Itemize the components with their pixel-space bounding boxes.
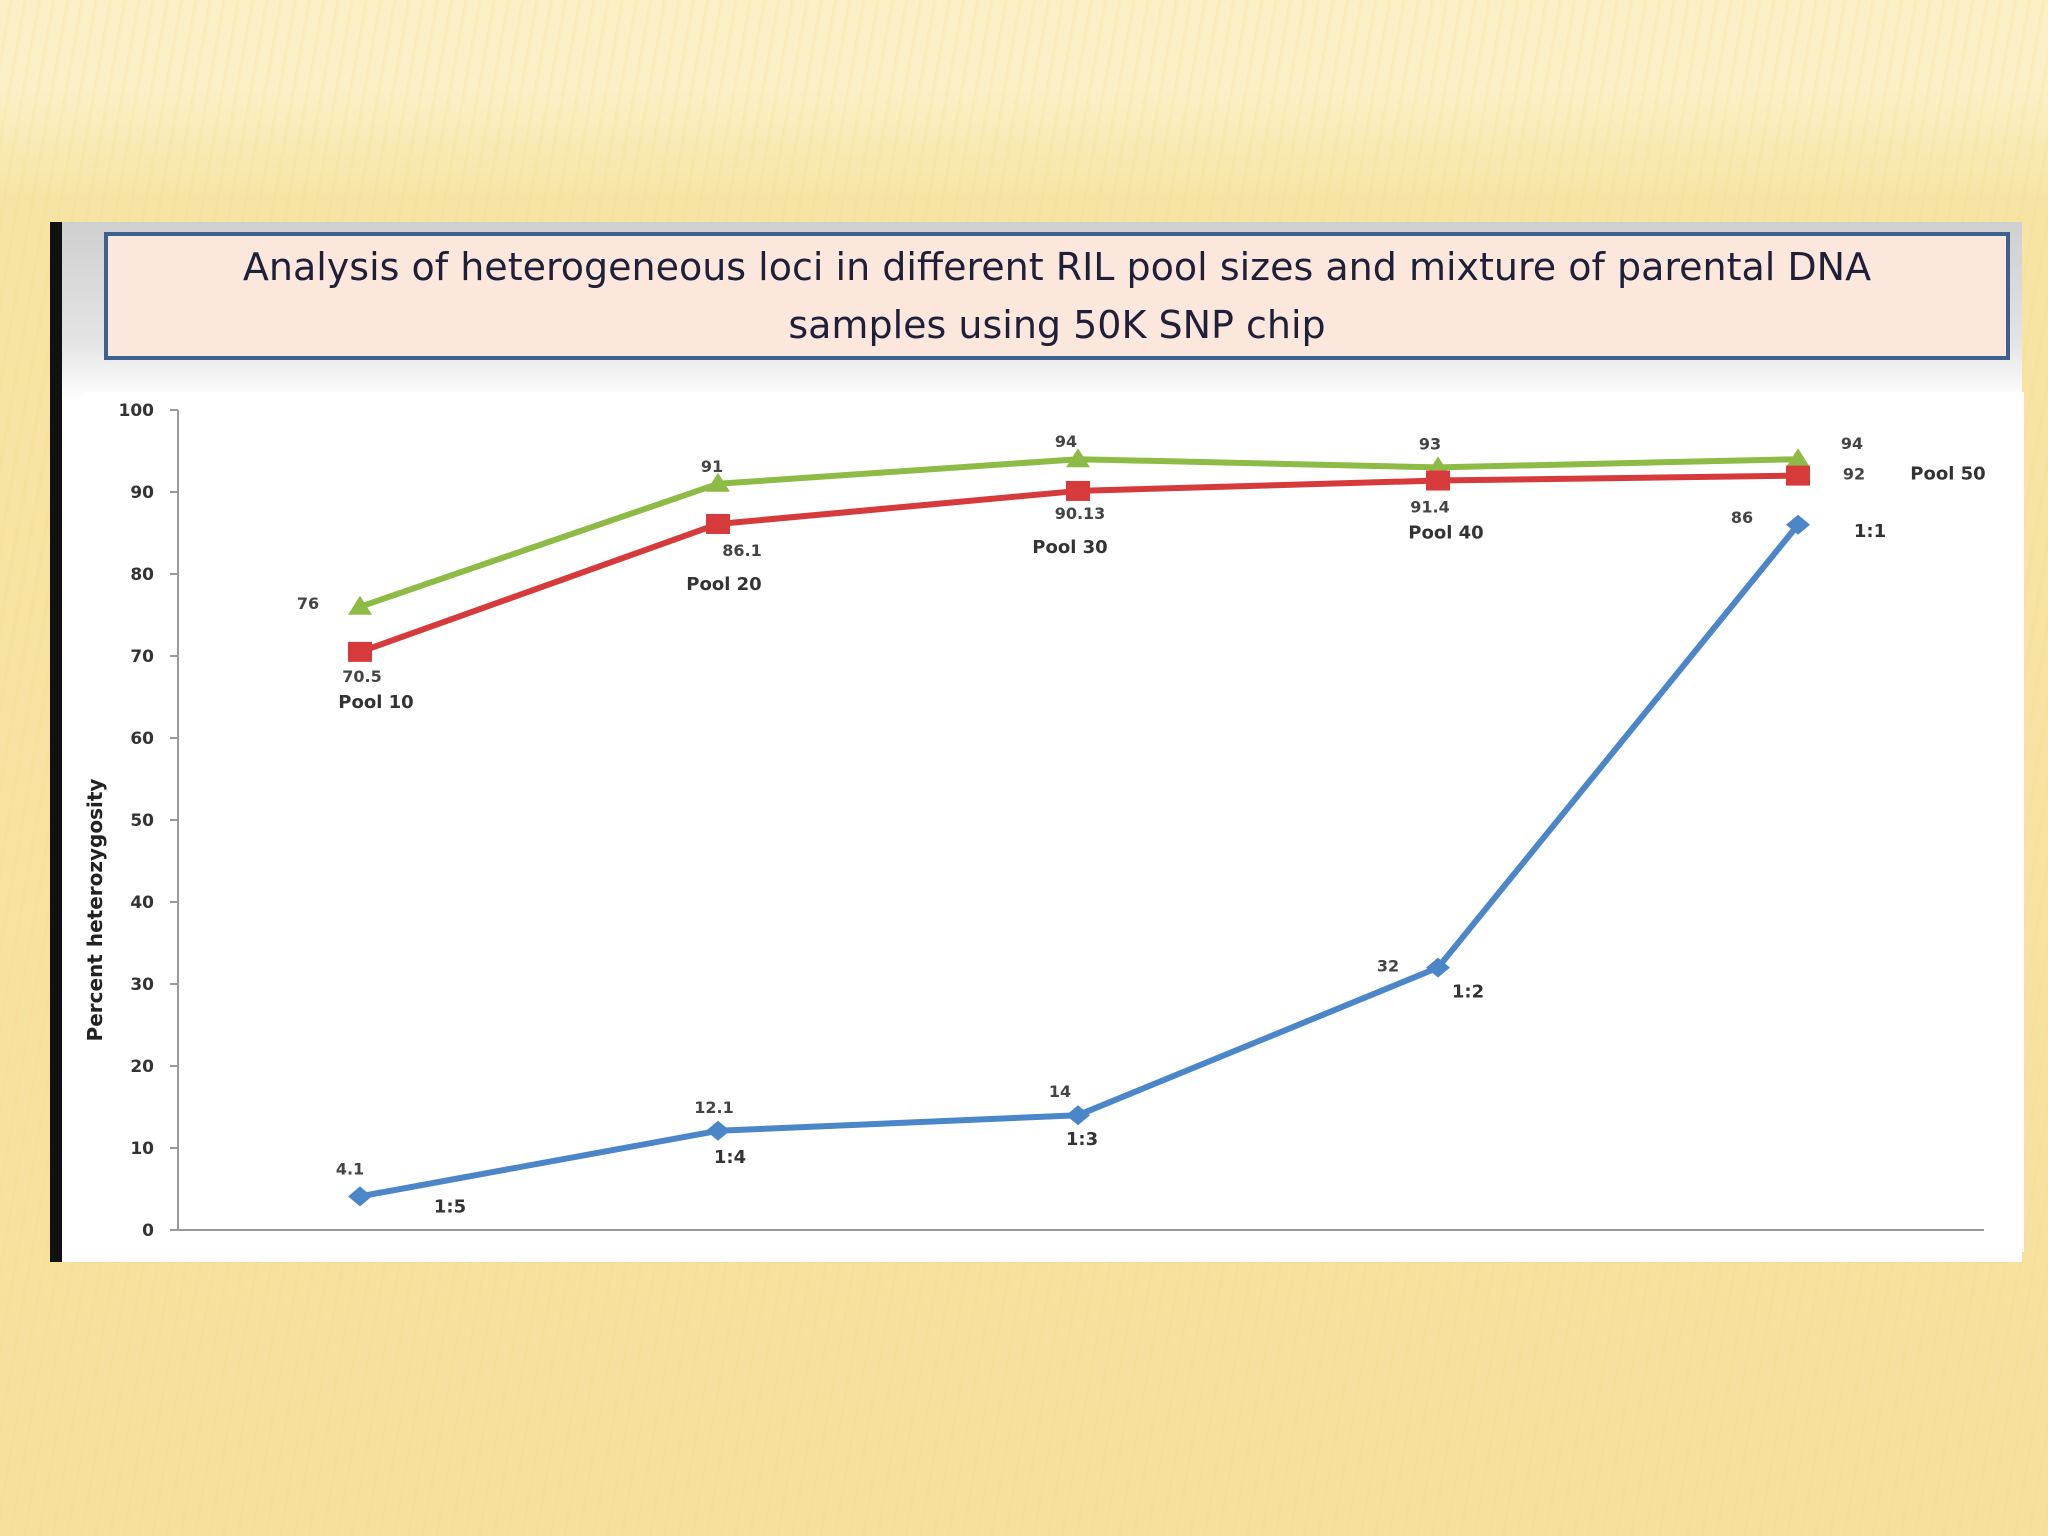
data-value-label: 91 [701, 457, 723, 476]
y-tick-label: 50 [130, 811, 154, 831]
data-point-diamond [1786, 514, 1810, 535]
data-value-label: 94 [1055, 432, 1077, 451]
data-point-diamond [1066, 1105, 1090, 1126]
data-point-square [1426, 470, 1450, 491]
slide-panel: Analysis of heterogeneous loci in differ… [50, 222, 2024, 1262]
y-tick-label: 20 [130, 1057, 154, 1077]
y-tick-label: 40 [130, 893, 154, 913]
y-tick-label: 100 [119, 401, 155, 421]
data-value-label: 32 [1377, 957, 1399, 976]
slide-title: Analysis of heterogeneous loci in differ… [242, 245, 1872, 347]
data-point-label: Pool 40 [1408, 523, 1483, 544]
y-tick-label: 70 [130, 647, 154, 667]
data-value-label: 92 [1843, 465, 1865, 484]
data-point-square [1066, 480, 1090, 501]
data-point-label: Pool 50 [1910, 464, 1985, 485]
data-point-label: 1:2 [1452, 982, 1484, 1003]
y-tick-label: 0 [142, 1221, 154, 1241]
data-point-square [1786, 465, 1810, 486]
y-tick-label: 60 [130, 729, 154, 749]
data-point-label: 1:5 [434, 1196, 466, 1217]
data-point-label: Pool 10 [338, 692, 413, 713]
data-value-label: 12.1 [694, 1098, 733, 1117]
data-point-triangle [1786, 448, 1810, 468]
data-value-label: 70.5 [342, 667, 381, 686]
data-value-label: 76 [297, 594, 319, 613]
data-point-label: Pool 30 [1032, 537, 1107, 558]
data-value-label: 90.13 [1055, 504, 1106, 523]
data-point-label: 1:4 [714, 1147, 746, 1168]
plot-area: 0 10 20 30 40 50 60 70 80 90 100 Percent heterozygo… [83, 392, 2024, 1252]
series-line-3 [359, 522, 1801, 1200]
series-line-2 [358, 472, 1799, 655]
y-tick-label: 90 [130, 483, 154, 503]
data-point-triangle [348, 595, 372, 615]
data-point-label: 1:3 [1066, 1129, 1098, 1150]
title-box: Analysis of heterogeneous loci in differ… [104, 232, 2010, 360]
data-value-label: 93 [1419, 434, 1441, 453]
data-value-label: 4.1 [336, 1159, 364, 1178]
data-point-triangle [706, 472, 730, 492]
data-point-diamond [348, 1186, 372, 1207]
data-value-label: 14 [1049, 1082, 1071, 1101]
data-point-triangle [1066, 448, 1090, 468]
data-value-label: 86.1 [722, 541, 761, 560]
y-tick-label: 10 [130, 1139, 154, 1159]
y-axis-title: Percent heterozygosity [84, 779, 107, 1042]
data-value-label: 94 [1841, 434, 1863, 453]
line-chart: 0 10 20 30 40 50 60 70 80 90 100 Percent heterozygo… [83, 401, 1986, 1241]
data-point-label: Pool 20 [686, 574, 761, 595]
data-point-label: 1:1 [1854, 521, 1886, 542]
data-point-square [706, 513, 730, 534]
y-tick-label: 80 [130, 565, 154, 585]
data-point-square [348, 641, 372, 662]
data-point-diamond [706, 1120, 730, 1141]
data-value-label: 91.4 [1410, 498, 1449, 517]
y-tick-label: 30 [130, 975, 154, 995]
data-point-diamond [1426, 957, 1450, 978]
data-value-label: 86 [1731, 508, 1753, 527]
